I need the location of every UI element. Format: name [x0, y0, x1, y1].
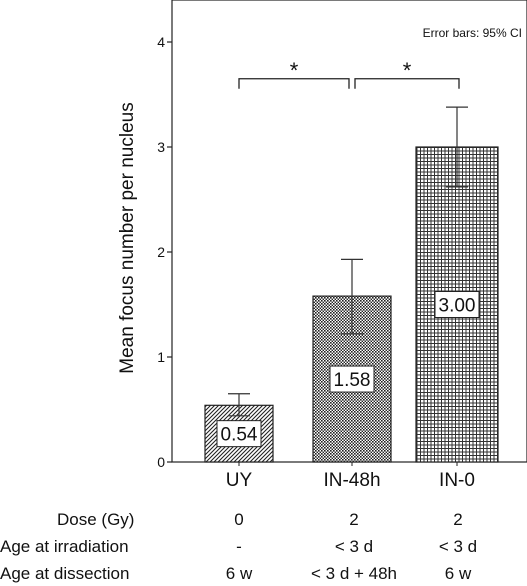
x-category-label: UY — [226, 470, 253, 491]
y-tick-label: 2 — [157, 244, 165, 260]
error-bar-note: Error bars: 95% CI — [423, 26, 522, 40]
table-cell: 6 w — [445, 564, 472, 583]
data-label: 0.54 — [221, 425, 258, 446]
table-row-label: Age at dissection — [0, 564, 129, 583]
y-tick-label: 4 — [157, 34, 165, 50]
y-axis-title: Mean focus number per nucleus — [117, 102, 138, 373]
x-category-label: IN-48h — [323, 470, 380, 491]
significance-group: * * — [238, 58, 460, 89]
table-cell: < 3 d — [335, 537, 373, 556]
table-row-label: Age at irradiation — [0, 537, 129, 556]
table-cell: < 3 d + 48h — [311, 564, 397, 583]
table-cell: 2 — [453, 510, 462, 529]
data-label-box — [434, 291, 480, 318]
y-tick-label: 3 — [157, 139, 165, 155]
y-axis: 0 1 2 3 4 — [157, 34, 172, 470]
data-label: 3.00 — [439, 296, 476, 317]
x-category-label: IN-0 — [439, 470, 475, 491]
table-cell: 0 — [234, 510, 243, 529]
significance-star: * — [290, 58, 299, 83]
data-label-box — [329, 365, 375, 393]
table-row-label: Dose (Gy) — [57, 510, 134, 529]
value-labels-group: 0.54 1.58 3.00 — [216, 291, 480, 448]
table-cell: 2 — [349, 510, 358, 529]
significance-bracket — [354, 78, 460, 89]
y-tick-label: 1 — [157, 349, 165, 365]
x-axis-categories: UY IN-48h IN-0 — [226, 462, 475, 491]
data-label-box — [216, 420, 262, 448]
table-cell: 6 w — [226, 564, 253, 583]
data-label: 1.58 — [334, 370, 371, 391]
significance-bracket — [238, 78, 350, 89]
table-cell: - — [236, 537, 242, 556]
conditions-table: Dose (Gy) 0 2 2 Age at irradiation - < 3 d < 3 … — [0, 510, 477, 583]
significance-star: * — [403, 58, 412, 83]
error-bars-group — [228, 106, 468, 417]
y-tick-label: 0 — [157, 454, 165, 470]
table-cell: < 3 d — [439, 537, 477, 556]
